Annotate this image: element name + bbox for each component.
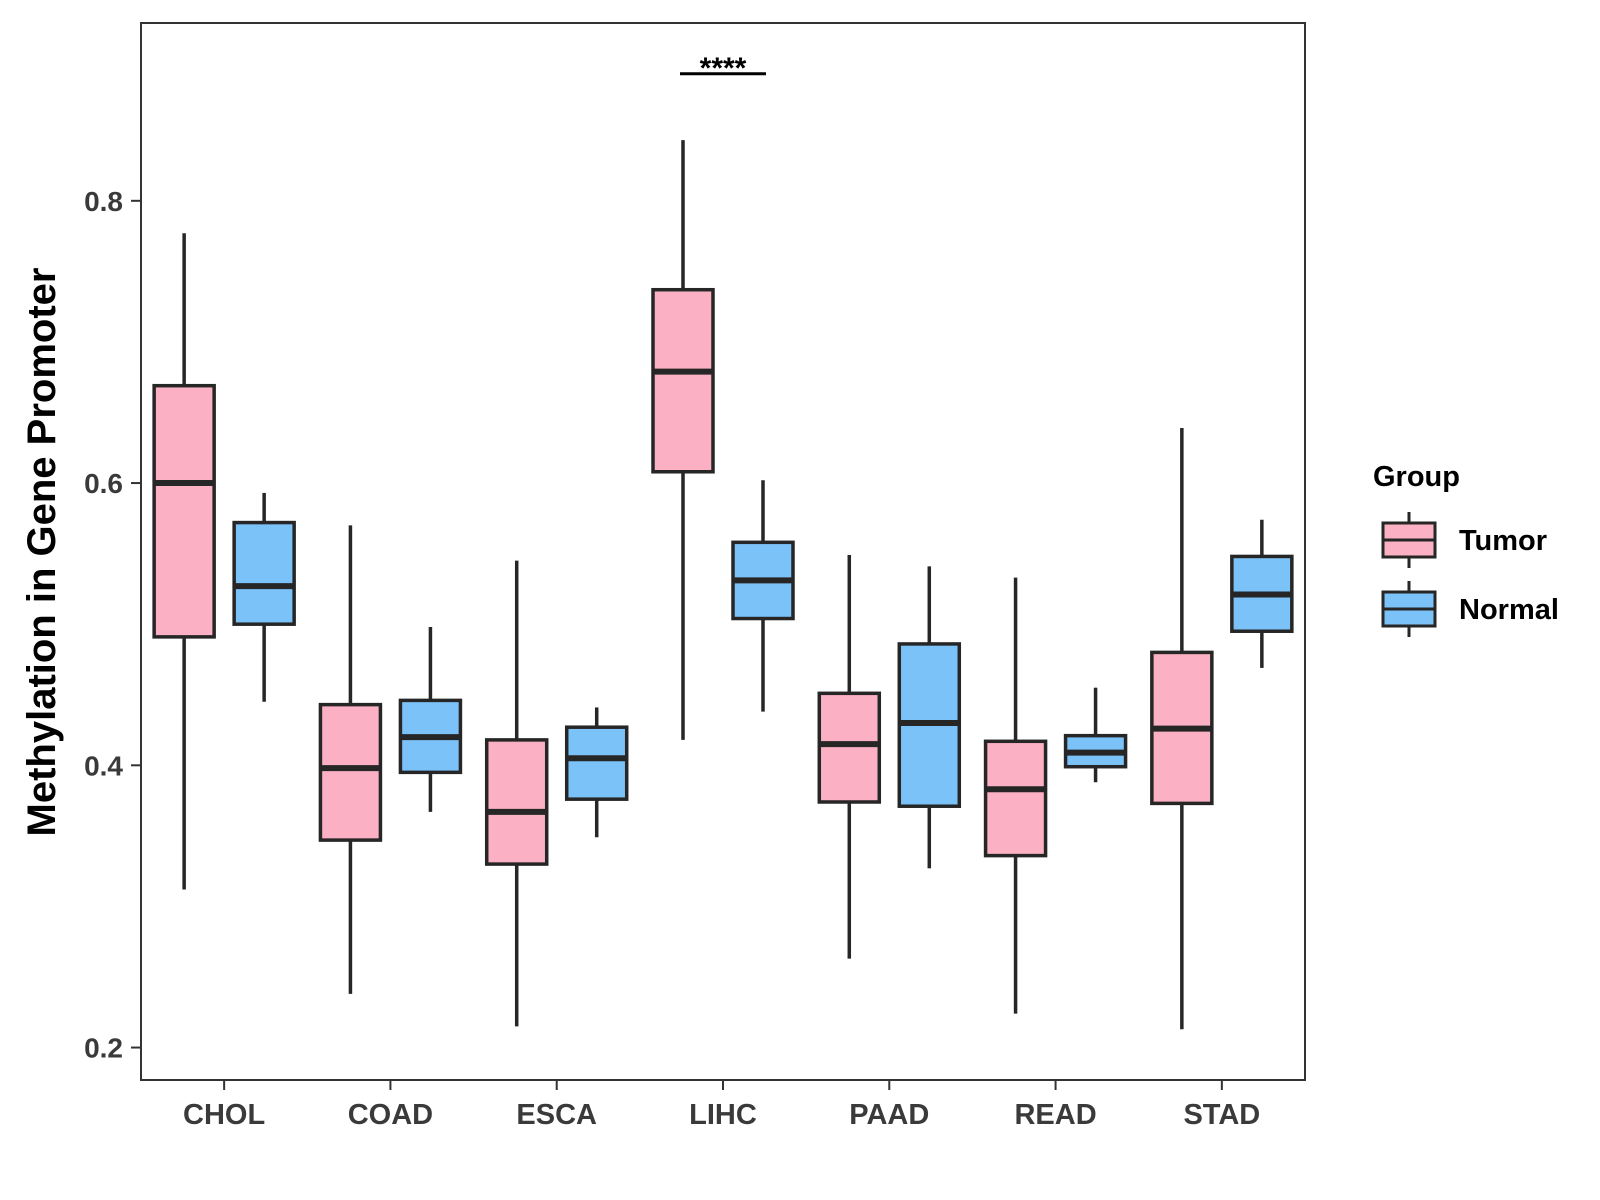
x-tick-label-read: READ [1014,1099,1096,1131]
legend: Group Tumor Normal [1373,461,1559,637]
legend-tumor-label: Tumor [1459,525,1547,557]
x-axis: CHOL COAD ESCA LIHC PAAD READ STAD [183,1080,1260,1131]
normal-lihc-box [731,480,795,712]
y-tick-label-3: 0.8 [84,186,123,217]
x-tick-label-lihc: LIHC [689,1099,757,1131]
tumor-lihc-box [651,140,715,740]
normal-stad-box [1230,519,1294,668]
tumor-coad-iqr [318,702,383,842]
normal-esca-box [564,707,629,838]
x-tick-label-chol: CHOL [183,1099,265,1131]
legend-normal-label: Normal [1459,594,1559,626]
significance-label-0: **** [700,52,747,85]
legend-title: Group [1373,461,1460,493]
normal-read-box [1063,687,1128,783]
tumor-read-box [983,577,1048,1014]
y-axis: 0.2 0.4 0.6 0.8 [84,186,141,1064]
normal-chol-box [232,492,296,702]
tumor-esca-iqr [484,738,549,866]
normal-esca-iqr [564,725,629,801]
y-tick-label-0: 0.2 [84,1033,123,1064]
tumor-stad-box [1150,428,1214,1030]
x-tick-label-paad: PAAD [849,1099,929,1131]
x-tick-label-stad: STAD [1183,1099,1260,1131]
tumor-read-iqr [983,739,1048,858]
tumor-coad-box [318,525,383,994]
tumor-chol-iqr [152,383,216,639]
x-tick-label-coad: COAD [348,1099,433,1131]
normal-coad-box [398,627,463,812]
normal-paad-box [897,566,962,869]
tumor-lihc-iqr [651,287,715,474]
box-series [152,140,1294,1030]
tumor-paad-iqr [817,691,882,804]
tumor-esca-box [484,560,549,1027]
normal-chol-iqr [232,520,296,626]
significance-annotations: **** [680,52,766,85]
x-tick-label-esca: ESCA [516,1099,597,1131]
tumor-chol-box [152,233,216,890]
legend-normal-item: Normal [1381,581,1559,637]
y-tick-label-2: 0.6 [84,468,123,499]
plot-panel [140,22,1306,1081]
tumor-paad-box [817,555,882,959]
legend-tumor-item: Tumor [1381,512,1547,568]
y-axis-title: Methylation in Gene Promoter [20,268,64,837]
y-tick-label-1: 0.4 [84,750,123,781]
